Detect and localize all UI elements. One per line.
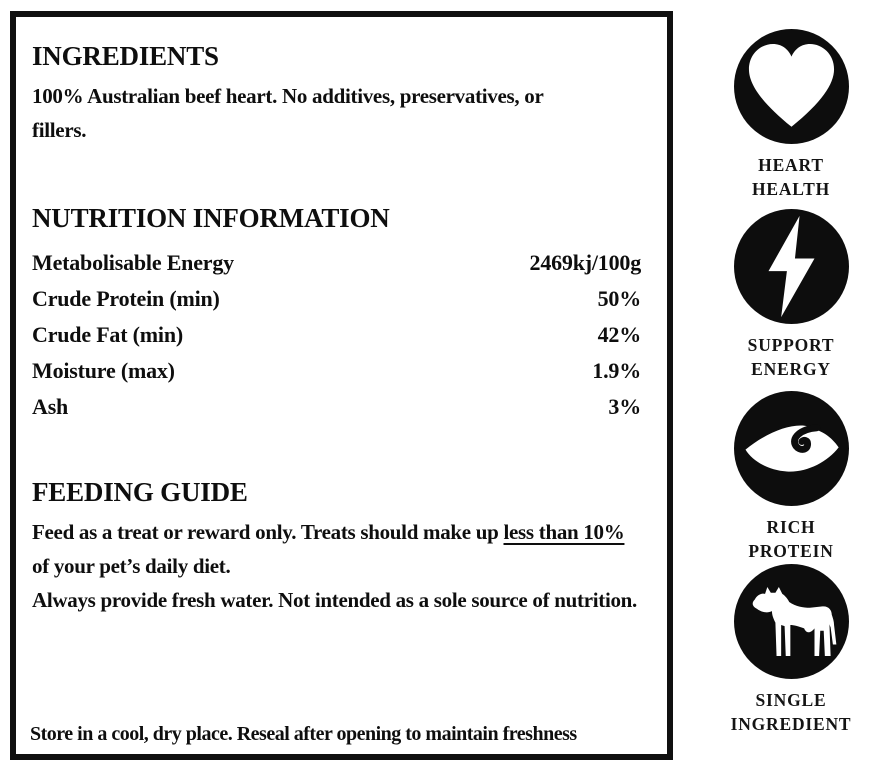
badge-label: SUPPORT ENERGY: [748, 333, 835, 381]
nutrition-label: Moisture (max): [32, 358, 175, 383]
lightning-icon: [768, 215, 814, 318]
nutrition-value: 3%: [608, 394, 641, 419]
nutrition-value: 2469kj/100g: [529, 250, 642, 275]
nutrition-row: Metabolisable Energy 2469kj/100g: [32, 245, 641, 281]
heart-icon: [748, 43, 834, 127]
cow-icon: [752, 587, 836, 656]
feeding-text-underlined: less than 10%: [503, 520, 625, 544]
nutrition-label: Crude Fat (min): [32, 322, 183, 347]
feeding-text-2: Always provide fresh water. Not intended…: [32, 588, 638, 612]
badge-circle: [733, 564, 849, 679]
badge-label-line2: PROTEIN: [748, 541, 834, 561]
label-box: INGREDIENTS 100% Australian beef heart. …: [10, 11, 673, 760]
nutrition-row: Ash 3%: [32, 389, 641, 425]
feeding-text-post: of your pet’s daily diet.: [32, 554, 231, 578]
badge-circle: [733, 391, 849, 506]
badge-label-line2: INGREDIENT: [730, 714, 852, 734]
badge-label-line2: HEALTH: [751, 179, 831, 199]
nutrition-value: 50%: [597, 286, 642, 311]
nutrition-row: Moisture (max) 1.9%: [32, 353, 641, 389]
badge-label-line1: SUPPORT: [747, 335, 835, 355]
nutrition-row: Crude Protein (min) 50%: [32, 281, 641, 317]
nutrition-label: Metabolisable Energy: [32, 250, 234, 275]
badge-label: SINGLE INGREDIENT: [731, 688, 852, 736]
badge-label-line1: RICH: [766, 517, 816, 537]
nutrition-value: 42%: [597, 322, 642, 347]
ingredients-section: INGREDIENTS 100% Australian beef heart. …: [32, 41, 649, 147]
badge-label: RICH PROTEIN: [748, 515, 833, 563]
feeding-text-1: Feed as a treat or reward only. Treats s…: [32, 515, 644, 583]
badge-circle: [733, 29, 849, 144]
nutrition-table: Metabolisable Energy 2469kj/100g Crude P…: [32, 245, 649, 425]
badge-heart-health: HEART HEALTH: [691, 29, 876, 201]
badge-label-line1: SINGLE: [755, 690, 827, 710]
nutrition-heading: NUTRITION INFORMATION: [32, 203, 390, 233]
ingredients-heading: INGREDIENTS: [32, 41, 219, 71]
nutrition-label: Ash: [32, 394, 69, 419]
nutrition-label: Crude Protein (min): [32, 286, 220, 311]
badge-label-line1: HEART: [758, 155, 824, 175]
badge-label: HEART HEALTH: [752, 153, 830, 201]
badge-label-line2: ENERGY: [751, 359, 831, 379]
ingredients-text: 100% Australian beef heart. No additives…: [32, 84, 544, 142]
nutrition-row: Crude Fat (min) 42%: [32, 317, 641, 353]
badge-circle: [733, 209, 849, 324]
badge-column: HEART HEALTH SUPPORT ENERGY: [691, 0, 876, 770]
badge-rich-protein: RICH PROTEIN: [691, 391, 876, 563]
nutrition-section: NUTRITION INFORMATION Metabolisable Ener…: [32, 203, 649, 425]
feeding-text-pre: Feed as a treat or reward only. Treats s…: [32, 520, 504, 544]
nutrition-value: 1.9%: [592, 358, 641, 383]
badge-support-energy: SUPPORT ENERGY: [691, 209, 876, 381]
feeding-heading: FEEDING GUIDE: [32, 477, 248, 507]
storage-note: Store in a cool, dry place. Reseal after…: [30, 723, 577, 745]
feeding-section: FEEDING GUIDE Feed as a treat or reward …: [32, 477, 649, 617]
meat-cut-icon: [745, 424, 839, 472]
badge-single-ingredient: SINGLE INGREDIENT: [691, 564, 876, 736]
